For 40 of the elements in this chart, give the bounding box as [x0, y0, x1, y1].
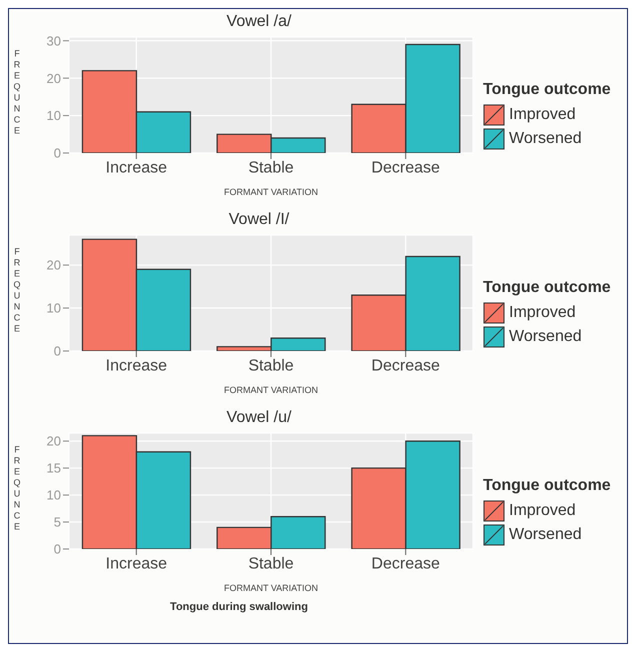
legend-label: Worsened: [509, 130, 582, 148]
y-axis-title: FREQUNCE: [13, 444, 21, 532]
legend-title: Tongue outcome: [483, 477, 612, 495]
x-tick-label: Increase: [106, 357, 168, 374]
y-tick-label: 20: [46, 70, 61, 86]
text: Tongue during swallowing: [169, 601, 309, 613]
y-tick-label: 20: [46, 434, 61, 449]
x-tick-label: Decrease: [371, 357, 440, 374]
x-axis-title: FORMANT VARIATION: [224, 187, 318, 197]
y-tick-label: 10: [46, 488, 61, 503]
legend-label: Improved: [509, 106, 576, 124]
y-tick-label: 0: [54, 542, 61, 557]
x-tick-label: Stable: [248, 357, 294, 374]
legend-label: Worsened: [509, 328, 582, 346]
y-tick-label: 5: [54, 514, 61, 530]
y-tick-label: 20: [46, 258, 61, 273]
x-tick-label: Decrease: [371, 555, 440, 572]
chart-title: Vowel /u/: [226, 409, 292, 427]
x-axis-title: FORMANT VARIATION: [224, 385, 318, 395]
chart-title: Vowel /I/: [228, 211, 290, 229]
y-tick-label: 10: [46, 108, 61, 124]
y-axis-title: FREQUNCE: [13, 246, 21, 334]
x-tick-label: Decrease: [371, 159, 440, 176]
legend-label: Improved: [509, 304, 576, 322]
x-axis-title: FORMANT VARIATION: [224, 583, 318, 593]
y-tick-label: 10: [46, 300, 61, 316]
x-tick-label: Stable: [248, 555, 294, 572]
y-tick-label: 30: [46, 33, 61, 48]
x-tick-label: Increase: [106, 159, 168, 176]
x-tick-label: Stable: [248, 159, 294, 176]
chart-title: Vowel /a/: [226, 13, 292, 31]
y-tick-label: 0: [54, 146, 61, 161]
legend-title: Tongue outcome: [483, 81, 612, 99]
legend-label: Worsened: [509, 526, 582, 544]
legend-title: Tongue outcome: [483, 279, 612, 297]
x-tick-label: Increase: [106, 555, 168, 572]
y-tick-label: 0: [54, 344, 61, 359]
y-tick-label: 15: [46, 460, 61, 476]
y-axis-title: FREQUNCE: [13, 48, 21, 136]
legend-label: Improved: [509, 502, 576, 520]
